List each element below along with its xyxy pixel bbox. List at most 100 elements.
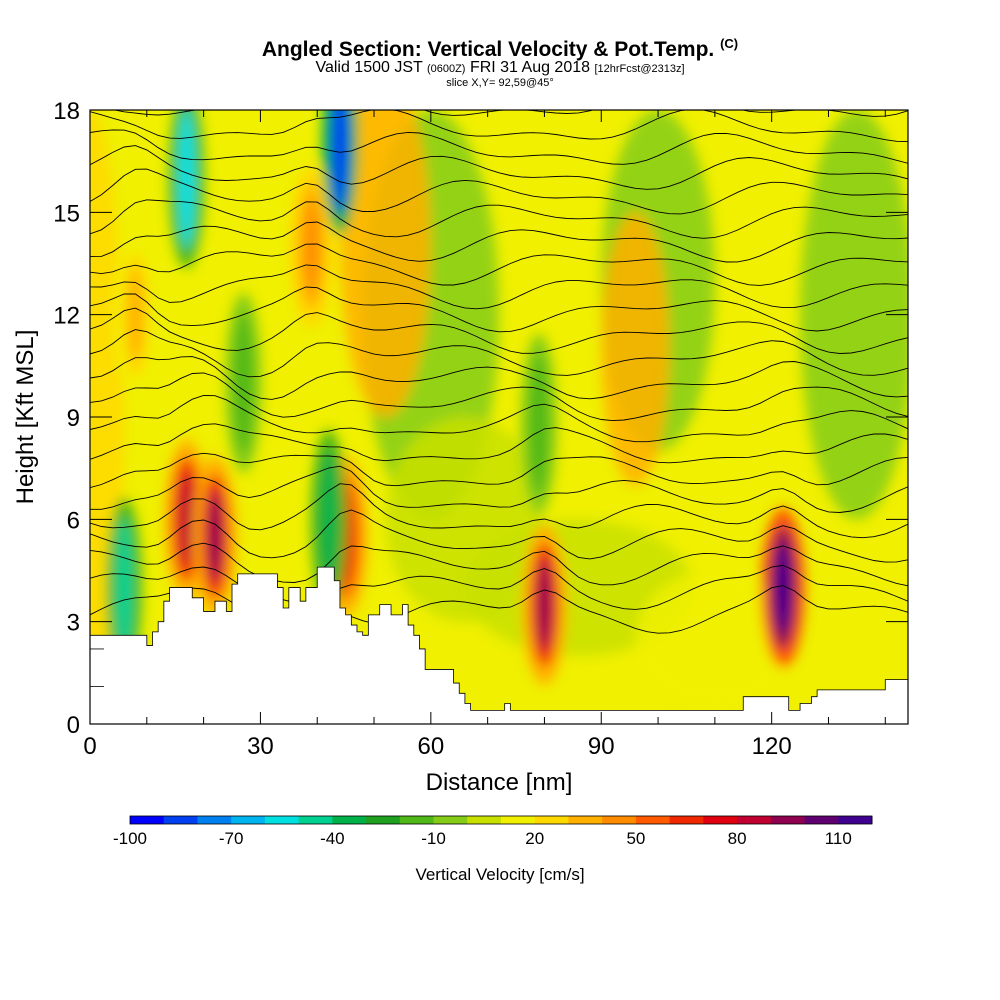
colorbar-swatch [332,816,367,824]
colorbar-tick-label: -10 [421,829,446,848]
colorbar-swatch [703,816,738,824]
colorbar-swatch [804,816,839,824]
colorbar-swatch [669,816,704,824]
y-tick-label: 6 [67,507,80,534]
isentrope-line [90,395,908,443]
isentrope-line [90,243,908,286]
field-cells [90,110,908,724]
colorbar-swatch [366,816,401,824]
updraft-core [776,541,791,634]
colorbar-swatch [501,816,536,824]
updraft-core [537,558,552,651]
isentrope-line [90,564,908,610]
valid-time: Valid 1500 JST (0600Z) FRI 31 Aug 2018 [… [0,59,1000,78]
colorbar-tick-label: -100 [113,829,147,848]
colorbar-frame [129,815,873,825]
terrain-mask [89,566,909,725]
colorbar-tick-label: 20 [525,829,544,848]
colorbar-swatch [264,816,300,824]
y-tick-label: 9 [67,405,80,432]
downdraft-core [177,110,196,249]
x-axis-label: Distance [nm] [426,769,573,796]
y-tick-label: 0 [67,712,80,739]
x-tick-label: 60 [417,733,444,760]
isentrope-line [90,452,908,489]
isentrope-line [90,585,908,634]
isentrope-line [90,423,908,464]
y-tick-label: 15 [53,200,80,227]
colorbar-tick-label: 80 [728,829,747,848]
updraft-core [179,473,194,566]
y-tick-label: 18 [53,98,80,125]
colorbar-swatch [602,816,637,824]
isentrope-line [90,465,908,513]
isentrope-line [90,483,908,539]
isentrope-line [90,264,908,310]
isentrope-line [90,542,908,587]
colorbar-swatch [433,816,468,824]
isentrope-line [90,286,908,333]
isentrope-line [90,372,908,422]
x-tick-label: 0 [83,733,96,760]
isentrope-line [90,509,908,563]
colorbar-swatch [399,816,435,824]
field-band [385,416,545,622]
chart-title-text: Angled Section: Vertical Velocity & Pot.… [261,38,715,61]
field-band [339,110,431,417]
valid-zulu: (0600Z) [426,63,466,75]
updraft-core [304,200,319,293]
isentrope-line [90,168,908,215]
chart-title: Angled Section: Vertical Velocity & Pot.… [0,36,1000,62]
y-tick-label: 12 [53,303,80,330]
downdraft-core [234,312,253,453]
x-tick-label: 120 [752,733,792,760]
potential-temperature-contours [90,57,908,634]
colorbar-swatch [770,816,806,824]
valid-date: FRI 31 Aug 2018 [469,59,591,76]
colorbar: -100 -70 -40 -10 20 50 80 110 [113,815,873,848]
colorbar-label: Vertical Velocity [cm/s] [415,865,584,884]
colorbar-swatch [231,816,266,824]
isentrope-line [90,57,908,96]
y-tick-label: 3 [67,610,80,637]
colorbar-swatch [298,816,333,824]
isentrope-line [90,221,908,263]
terrain-height-lines [90,648,104,687]
colorbar-swatch [534,816,569,824]
colorbar-swatch [838,816,873,824]
isentrope-line [90,356,908,400]
colorbar-tick-label: -40 [320,829,345,848]
x-tick-label: 30 [247,733,274,760]
x-tick-label: 90 [588,733,615,760]
valid-prefix: Valid 1500 JST [315,59,423,76]
colorbar-tick-label: 50 [626,829,645,848]
downdraft-core [115,517,134,658]
slice-info: slice X,Y= 92,59@45° [446,77,554,89]
isentrope-line [90,129,908,165]
colorbar-tick-label: 110 [825,829,852,848]
colorbar-swatch [197,816,232,824]
chart-title-tag: (C) [720,36,739,51]
isentrope-line [90,145,908,190]
y-axis-label: Height [Kft MSL] [12,330,39,505]
axes: 0 30 60 90 120 0 3 6 9 12 15 18 [53,98,908,760]
colorbar-swatch [568,816,603,824]
downdraft-core [330,110,349,215]
forecast-info: [12hrFcst@2313z] [594,63,685,75]
colorbar-swatch [635,816,671,824]
colorbar-swatch [737,816,772,824]
field-band [635,570,795,707]
updraft-core [207,490,222,583]
isentrope-line [90,307,908,354]
downdraft-core [319,449,338,590]
downdraft-core [529,353,548,494]
colorbar-swatch [467,816,502,824]
colorbar-swatch [130,816,165,824]
isentrope-line [90,110,908,143]
isentrope-line [90,199,908,239]
isentrope-line [90,329,908,378]
colorbar-tick-label: -70 [219,829,244,848]
updraft-core [128,268,143,361]
colorbar-swatch [163,816,198,824]
